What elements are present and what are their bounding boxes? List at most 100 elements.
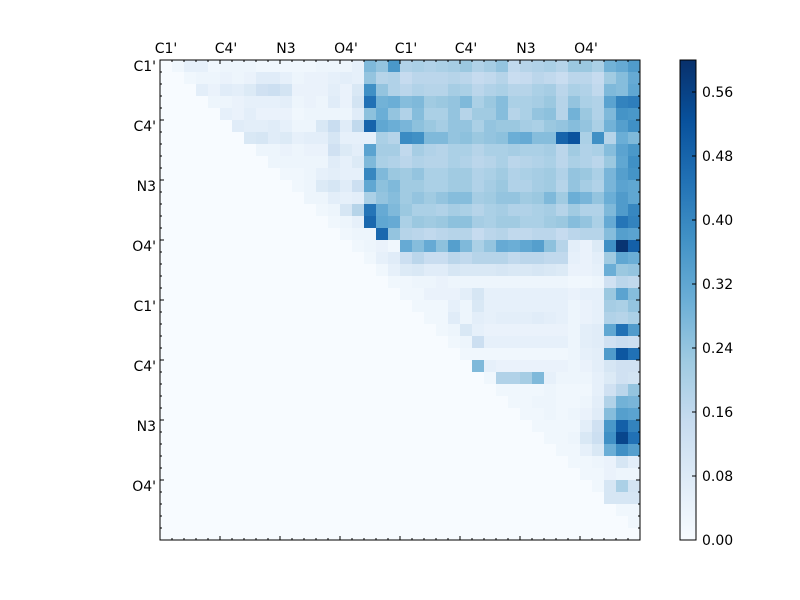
heatmap-cell: [208, 348, 221, 361]
heatmap-cell: [412, 168, 425, 181]
heatmap-cell: [316, 228, 329, 241]
heatmap-cell: [556, 180, 569, 193]
heatmap-cell: [376, 516, 389, 529]
heatmap-cell: [316, 396, 329, 409]
heatmap-cell: [340, 444, 353, 457]
heatmap-cell: [280, 360, 293, 373]
heatmap-cell: [292, 456, 305, 469]
heatmap-cell: [316, 96, 329, 109]
heatmap-cell: [616, 408, 629, 421]
heatmap-cell: [424, 252, 437, 265]
heatmap-cell: [544, 276, 557, 289]
heatmap-cell: [616, 480, 629, 493]
heatmap-cell: [544, 72, 557, 85]
heatmap-cell: [508, 252, 521, 265]
heatmap-cell: [448, 108, 461, 121]
heatmap-cell: [280, 288, 293, 301]
heatmap-cell: [484, 312, 497, 325]
heatmap-cell: [196, 252, 209, 265]
heatmap-cell: [484, 468, 497, 481]
heatmap-cell: [508, 432, 521, 445]
heatmap-cell: [220, 384, 233, 397]
heatmap-cell: [376, 168, 389, 181]
heatmap-cell: [232, 408, 245, 421]
heatmap-cell: [424, 72, 437, 85]
heatmap-cell: [412, 480, 425, 493]
heatmap-cell: [544, 180, 557, 193]
heatmap-cell: [508, 96, 521, 109]
heatmap-cell: [268, 420, 281, 433]
heatmap-cell: [508, 480, 521, 493]
heatmap-cell: [172, 204, 185, 217]
heatmap-cell: [604, 276, 617, 289]
heatmap-cell: [364, 288, 377, 301]
heatmap-cell: [304, 288, 317, 301]
heatmap-cell: [172, 408, 185, 421]
heatmap-cell: [352, 264, 365, 277]
heatmap-cell: [448, 312, 461, 325]
heatmap-cell: [568, 456, 581, 469]
heatmap-cell: [340, 288, 353, 301]
heatmap-cell: [172, 528, 185, 541]
heatmap-cell: [448, 372, 461, 385]
heatmap-cell: [508, 120, 521, 133]
heatmap-cell: [496, 468, 509, 481]
heatmap-cell: [280, 408, 293, 421]
heatmap-cell: [352, 312, 365, 325]
heatmap-cell: [196, 156, 209, 169]
heatmap-cell: [184, 492, 197, 505]
heatmap-cell: [568, 156, 581, 169]
heatmap-cell: [256, 516, 269, 529]
heatmap-cell: [520, 420, 533, 433]
heatmap-cell: [436, 240, 449, 253]
heatmap-cell: [316, 216, 329, 229]
heatmap-cell: [268, 84, 281, 97]
heatmap-cell: [172, 192, 185, 205]
heatmap-cell: [628, 300, 641, 313]
heatmap-cell: [268, 192, 281, 205]
heatmap-cell: [412, 228, 425, 241]
heatmap-cell: [220, 276, 233, 289]
heatmap-cell: [436, 444, 449, 457]
heatmap-cell: [544, 156, 557, 169]
heatmap-cell: [220, 444, 233, 457]
heatmap-cell: [424, 348, 437, 361]
heatmap-cell: [172, 396, 185, 409]
heatmap-cell: [184, 156, 197, 169]
heatmap-cell: [256, 252, 269, 265]
heatmap-cell: [184, 372, 197, 385]
heatmap-cell: [304, 276, 317, 289]
heatmap-cell: [268, 516, 281, 529]
heatmap-cell: [448, 192, 461, 205]
heatmap-cell: [376, 480, 389, 493]
heatmap-cell: [196, 240, 209, 253]
heatmap-cell: [616, 360, 629, 373]
heatmap-cell: [220, 240, 233, 253]
heatmap-cell: [232, 252, 245, 265]
heatmap-cell: [280, 84, 293, 97]
heatmap-cell: [196, 408, 209, 421]
heatmap-cell: [580, 492, 593, 505]
heatmap-cell: [244, 120, 257, 133]
heatmap-cell: [160, 192, 173, 205]
heatmap-cell: [460, 408, 473, 421]
heatmap-cell: [460, 144, 473, 157]
heatmap-cell: [328, 432, 341, 445]
heatmap-cell: [172, 480, 185, 493]
heatmap-cell: [400, 120, 413, 133]
heatmap-cell: [556, 240, 569, 253]
heatmap-cell: [196, 192, 209, 205]
heatmap-cell: [532, 144, 545, 157]
heatmap-cell: [436, 420, 449, 433]
heatmap-cell: [424, 480, 437, 493]
heatmap-cell: [328, 168, 341, 181]
heatmap-cell: [196, 288, 209, 301]
heatmap-cell: [244, 312, 257, 325]
heatmap-cell: [472, 156, 485, 169]
colorbar-tick-label: 0.56: [702, 85, 733, 101]
heatmap-cell: [268, 504, 281, 517]
heatmap-cell: [412, 528, 425, 541]
heatmap-cell: [160, 120, 173, 133]
heatmap-cell: [184, 408, 197, 421]
heatmap-cell: [208, 312, 221, 325]
